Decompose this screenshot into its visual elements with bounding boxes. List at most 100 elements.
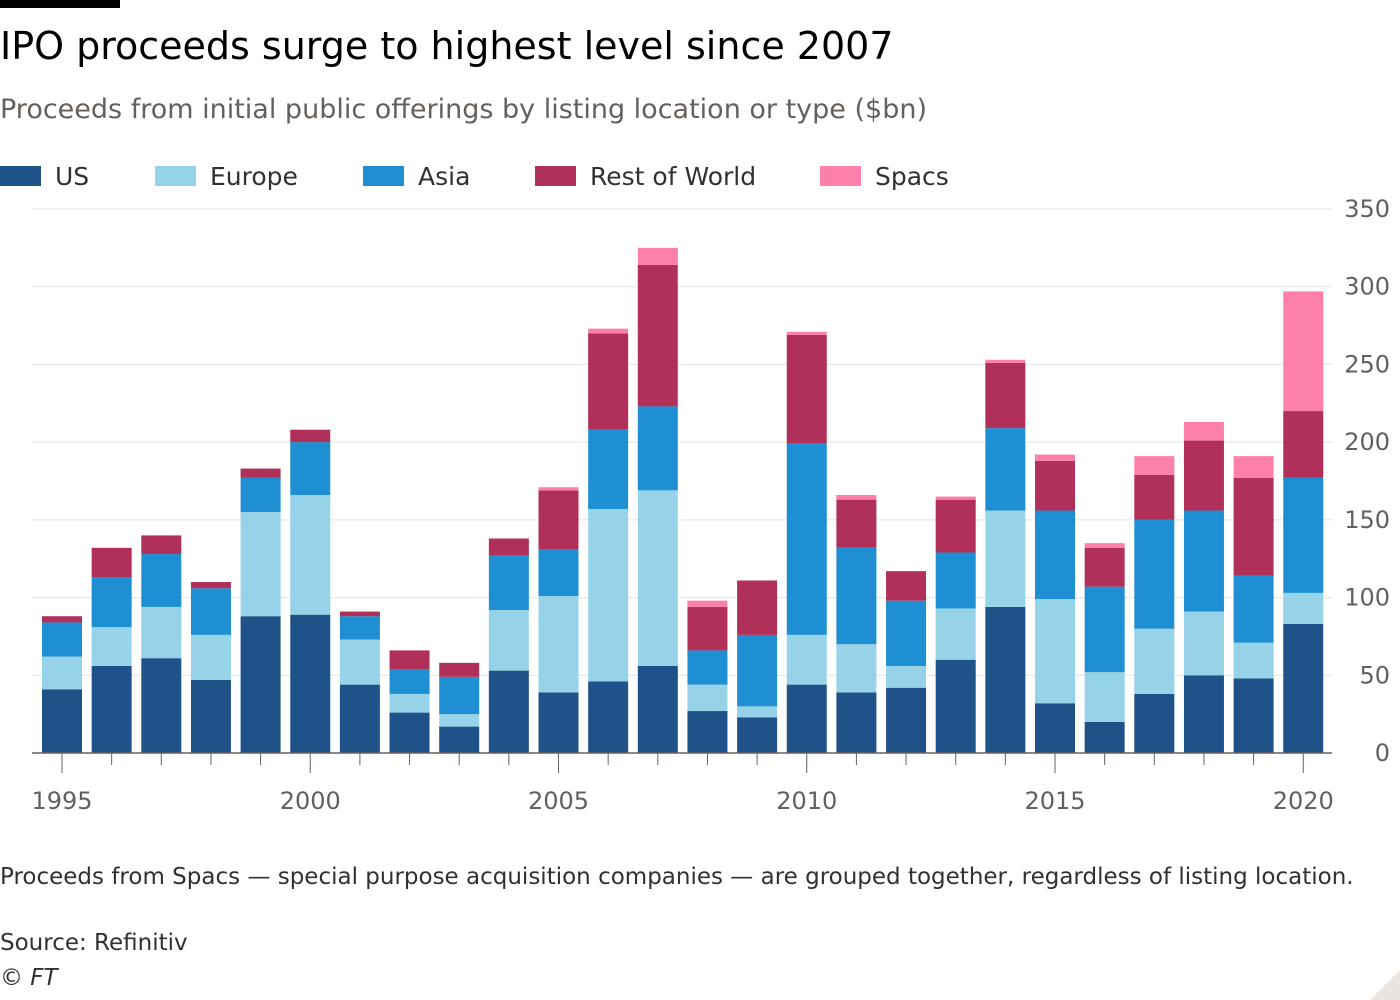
bar-2018-us (1183, 675, 1224, 753)
bar-1999-europe (240, 512, 281, 617)
y-tick-label-150: 150 (1344, 506, 1390, 534)
bar-2011-europe (836, 644, 877, 693)
bar-2000-asia (290, 442, 331, 495)
legend-swatch-us (0, 166, 41, 186)
legend-label-europe: Europe (210, 161, 298, 191)
bar-1998-rest-of-world (190, 582, 231, 589)
bar-2006-europe (588, 508, 629, 682)
bar-2005-europe (538, 596, 579, 693)
bar-2018-asia (1183, 510, 1224, 612)
bar-2002-rest-of-world (389, 650, 430, 670)
chart-footnote: Proceeds from Spacs — special purpose ac… (0, 864, 1354, 890)
bar-1995-rest-of-world (42, 616, 82, 623)
x-tick-label-2000: 2000 (280, 787, 341, 815)
bar-2019-europe (1233, 642, 1274, 679)
bar-2014-spacs (985, 359, 1026, 363)
legend-item-asia: Asia (363, 158, 470, 194)
legend-item-us: US (0, 158, 89, 194)
bar-2013-us (935, 659, 976, 753)
bar-2010-asia (786, 443, 827, 635)
bar-2011-rest-of-world (836, 499, 877, 548)
chart-title: IPO proceeds surge to highest level sinc… (0, 24, 894, 68)
bar-2019-us (1233, 678, 1274, 753)
bar-2019-rest-of-world (1233, 477, 1274, 576)
bar-2016-spacs (1084, 543, 1125, 548)
legend-item-spacs: Spacs (820, 158, 949, 194)
bar-2016-us (1084, 721, 1125, 753)
bar-2006-rest-of-world (588, 333, 629, 430)
bar-1998-europe (190, 634, 231, 680)
bar-2001-us (339, 684, 380, 753)
bar-2000-europe (290, 494, 331, 615)
bar-2004-rest-of-world (488, 538, 529, 556)
bar-2009-asia (737, 634, 778, 707)
bar-2013-spacs (935, 496, 976, 500)
bar-2004-asia (488, 555, 529, 611)
bar-2010-rest-of-world (786, 334, 827, 444)
legend-item-europe: Europe (155, 158, 298, 194)
x-tick-label-2010: 2010 (776, 787, 837, 815)
bar-2013-asia (935, 552, 976, 609)
y-tick-label-250: 250 (1344, 350, 1390, 378)
bar-2014-europe (985, 510, 1026, 607)
bar-2020-us (1283, 623, 1324, 753)
legend-swatch-spacs (820, 166, 861, 186)
bar-2015-asia (1035, 510, 1075, 600)
bar-2019-asia (1233, 575, 1274, 643)
bar-2001-rest-of-world (339, 611, 380, 617)
bar-2020-asia (1283, 477, 1324, 593)
bar-2013-europe (935, 608, 976, 660)
bar-2001-europe (339, 639, 380, 685)
legend-swatch-asia (363, 166, 404, 186)
bar-1996-asia (91, 577, 132, 628)
bar-2007-us (637, 665, 678, 753)
bar-2007-europe (637, 490, 678, 666)
bar-2003-us (439, 726, 480, 753)
bar-2015-rest-of-world (1035, 460, 1075, 511)
ft-top-bar (0, 0, 120, 8)
bar-1995-asia (42, 622, 82, 657)
bar-2014-asia (985, 428, 1026, 511)
bar-1996-us (91, 665, 132, 753)
bar-1995-us (42, 689, 82, 753)
bar-2018-europe (1183, 611, 1224, 676)
bar-2015-us (1035, 703, 1075, 753)
bar-2020-europe (1283, 592, 1324, 624)
bar-1996-rest-of-world (91, 547, 132, 578)
bar-2017-us (1134, 693, 1175, 753)
bar-1995-europe (42, 656, 82, 690)
bar-2016-asia (1084, 586, 1125, 673)
bar-2010-us (786, 684, 827, 753)
bar-2008-rest-of-world (687, 606, 728, 651)
legend-swatch-europe (155, 166, 196, 186)
stacked-bar-chart: 0 50 100 150 200 250 300 350 1995 2000 2005 2010 201… (31, 195, 1390, 815)
bar-2000-us (290, 614, 331, 753)
bar-2008-spacs (687, 600, 728, 607)
bar-2017-rest-of-world (1134, 474, 1175, 520)
bar-1997-rest-of-world (141, 535, 182, 555)
bar-2015-europe (1035, 599, 1075, 704)
bar-2011-us (836, 692, 877, 753)
bar-2020-spacs (1283, 291, 1324, 412)
legend-label-rest-of-world: Rest of World (590, 161, 757, 191)
bar-2012-us (886, 687, 927, 753)
bar-2001-asia (339, 616, 380, 640)
bar-2005-asia (538, 549, 579, 597)
bar-2007-rest-of-world (637, 264, 678, 407)
bar-2005-spacs (538, 487, 579, 491)
bar-2004-us (488, 670, 529, 753)
bar-2009-us (737, 717, 778, 753)
bar-2011-spacs (836, 494, 877, 500)
bar-1999-rest-of-world (240, 468, 281, 478)
bar-2005-rest-of-world (538, 490, 579, 550)
bar-2014-us (985, 606, 1026, 753)
bar-1997-europe (141, 606, 182, 659)
bar-2004-europe (488, 610, 529, 671)
chart-legend: US Europe Asia Rest of World Spacs (0, 158, 1000, 194)
corner-fold-decoration (1370, 970, 1400, 1000)
bar-2010-europe (786, 634, 827, 685)
chart-source: Source: Refinitiv (0, 930, 188, 956)
y-tick-label-0: 0 (1375, 739, 1390, 767)
bar-2006-spacs (588, 328, 629, 334)
bar-2003-rest-of-world (439, 662, 480, 677)
